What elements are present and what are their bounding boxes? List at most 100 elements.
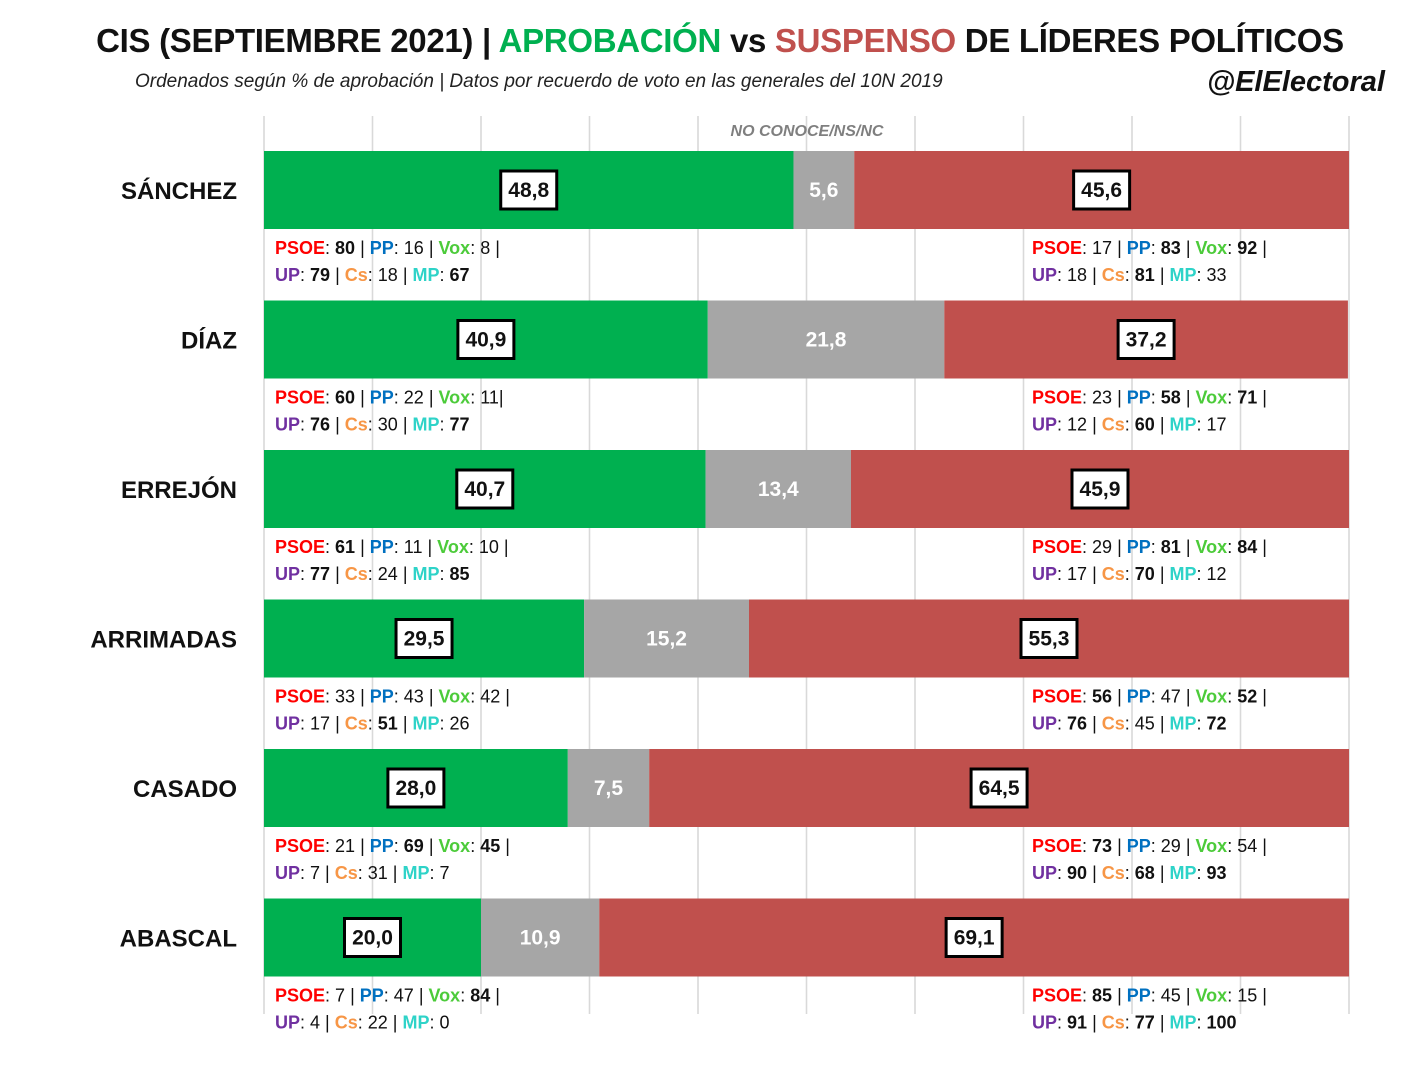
party-sep: : [1057, 564, 1067, 584]
party-divider: | [1155, 863, 1165, 883]
party-sep: : [394, 238, 404, 258]
party-sep: : [394, 687, 404, 707]
party-value: 80 [335, 238, 355, 258]
fail-party-breakdown: UP: 12 | Cs: 60 | MP: 17 [1032, 415, 1227, 435]
approval-party-breakdown: PSOE: 7 | PP: 47 | Vox: 84 | [275, 986, 500, 1006]
fail-label-box [1019, 618, 1079, 659]
party-sep: : [1125, 863, 1135, 883]
party-divider: | [355, 836, 365, 856]
party-value: 26 [450, 714, 470, 734]
party-divider: | [424, 687, 434, 707]
party-divider: | [1155, 1013, 1165, 1033]
unknown-value-label: 15,2 [646, 628, 687, 651]
party-name: UP [275, 265, 300, 285]
party-sep: : [394, 836, 404, 856]
party-name: Cs [340, 564, 368, 584]
party-name: Vox [434, 836, 471, 856]
party-name: PSOE [275, 388, 325, 408]
party-value: 60 [335, 388, 355, 408]
party-name: UP [275, 415, 300, 435]
party-name: UP [275, 863, 300, 883]
party-value: 7 [335, 986, 345, 1006]
party-sep: : [1227, 687, 1237, 707]
party-name: Cs [330, 863, 358, 883]
party-sep: : [1082, 388, 1092, 408]
party-value: 85 [1092, 986, 1112, 1006]
party-sep: : [300, 863, 310, 883]
party-divider: | [1087, 863, 1097, 883]
party-value: 81 [1135, 265, 1155, 285]
party-name: MP [408, 265, 440, 285]
leader-row: DÍAZ 40,9 21,8 37,2 PSOE: 60 | PP: 22 | Vox:… [181, 300, 1348, 435]
party-name: UP [1032, 714, 1057, 734]
party-name: PP [365, 388, 394, 408]
approval-value-label: 40,9 [465, 329, 506, 352]
approval-value-label: 29,5 [404, 628, 445, 651]
party-value: 60 [1135, 415, 1155, 435]
party-name: Vox [1191, 388, 1228, 408]
fail-label-box [969, 767, 1029, 809]
party-name: Vox [1191, 537, 1228, 557]
fail-party-breakdown: UP: 91 | Cs: 77 | MP: 100 [1032, 1013, 1237, 1033]
party-divider: | [1155, 415, 1165, 435]
party-divider: | [500, 687, 510, 707]
party-divider: | [1257, 986, 1267, 1006]
party-value: 17 [310, 714, 330, 734]
party-name: UP [275, 564, 300, 584]
party-value: 81 [1161, 537, 1181, 557]
party-divider: | [330, 265, 340, 285]
leader-row: ABASCAL 20,0 10,9 69,1 PSOE: 7 | PP: 47 | Vo… [120, 898, 1349, 1033]
party-sep: : [325, 388, 335, 408]
party-name: PSOE [1032, 388, 1082, 408]
party-sep: : [440, 265, 450, 285]
party-sep: : [1197, 714, 1207, 734]
party-sep: : [368, 265, 378, 285]
category-label: ERREJÓN [121, 476, 237, 504]
fail-label-box [1116, 319, 1176, 360]
party-name: MP [408, 714, 440, 734]
party-divider: | [1112, 537, 1122, 557]
party-value: 24 [378, 564, 398, 584]
party-name: UP [1032, 265, 1057, 285]
party-value: 71 [1237, 388, 1257, 408]
party-divider: | [499, 388, 504, 408]
party-divider: | [422, 537, 432, 557]
party-name: PP [1122, 238, 1151, 258]
party-sep: : [1125, 564, 1135, 584]
fail-party-breakdown: PSOE: 23 | PP: 58 | Vox: 71 | [1032, 388, 1267, 408]
party-value: 31 [368, 863, 388, 883]
fail-value-label: 45,9 [1080, 478, 1121, 501]
party-name: Vox [434, 687, 471, 707]
party-value: 58 [1161, 388, 1181, 408]
party-value: 21 [335, 836, 355, 856]
party-value: 17 [1207, 415, 1227, 435]
party-sep: : [460, 986, 470, 1006]
party-name: MP [1165, 415, 1197, 435]
bar-unknown [481, 898, 600, 977]
party-value: 83 [1161, 238, 1181, 258]
party-name: MP [397, 863, 429, 883]
party-value: 33 [335, 687, 355, 707]
party-value: 77 [1135, 1013, 1155, 1033]
party-value: 42 [480, 687, 500, 707]
approval-party-breakdown: PSOE: 61 | PP: 11 | Vox: 10 | [275, 537, 509, 557]
party-value: 10 [479, 537, 499, 557]
party-value: 18 [378, 265, 398, 285]
fail-party-breakdown: PSOE: 85 | PP: 45 | Vox: 15 | [1032, 986, 1267, 1006]
fail-party-breakdown: PSOE: 56 | PP: 47 | Vox: 52 | [1032, 687, 1267, 707]
fail-party-breakdown: UP: 17 | Cs: 70 | MP: 12 [1032, 564, 1227, 584]
party-sep: : [368, 714, 378, 734]
party-name: PSOE [275, 238, 325, 258]
party-name: Vox [1191, 836, 1228, 856]
party-value: 54 [1237, 836, 1257, 856]
party-sep: : [1227, 986, 1237, 1006]
party-sep: : [470, 687, 480, 707]
category-label: CASADO [133, 776, 237, 803]
party-value: 12 [1067, 415, 1087, 435]
party-sep: : [300, 564, 310, 584]
party-divider: | [1257, 388, 1267, 408]
party-name: Vox [434, 238, 471, 258]
approval-value-label: 20,0 [352, 927, 393, 950]
party-name: Cs [1097, 1013, 1125, 1033]
party-sep: : [470, 238, 480, 258]
